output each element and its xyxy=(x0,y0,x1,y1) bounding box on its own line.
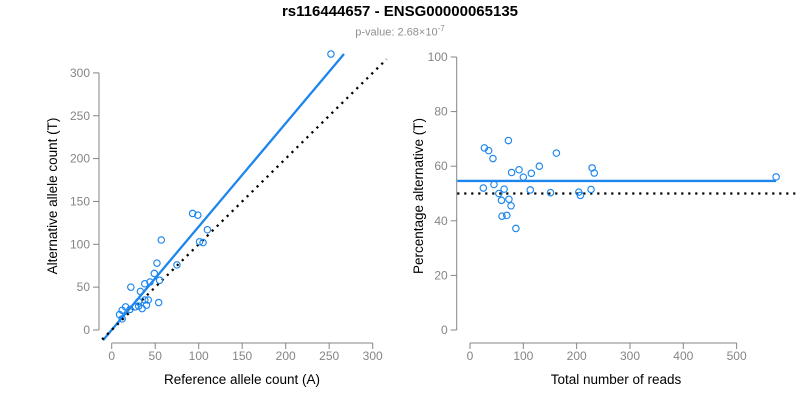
data-point xyxy=(515,165,523,174)
data-point xyxy=(479,184,488,192)
data-point xyxy=(505,195,513,204)
figure-subtitle: p-value: 2.68×10-7 xyxy=(0,24,800,39)
data-point xyxy=(118,315,126,323)
data-point xyxy=(199,238,207,247)
y-tick-label: 200 xyxy=(70,152,90,166)
x-tick-label: 0 xyxy=(467,349,474,363)
y-tick-label: 100 xyxy=(428,50,448,64)
y-tick-label: 40 xyxy=(434,214,448,228)
data-point xyxy=(136,287,145,296)
identity-line xyxy=(101,58,388,341)
data-point xyxy=(507,202,515,210)
pvalue-base: ×10 xyxy=(418,26,438,39)
x-tick-label: 0 xyxy=(108,349,115,363)
data-point xyxy=(590,169,599,177)
data-point xyxy=(495,189,503,198)
data-point xyxy=(503,211,511,220)
data-point xyxy=(203,225,212,234)
data-point xyxy=(127,283,135,291)
fit-line xyxy=(102,53,345,342)
y-tick-label: 80 xyxy=(434,105,448,119)
x-tick-label: 400 xyxy=(673,349,693,363)
x-axis-label: Total number of reads xyxy=(551,372,682,387)
x-axis-label: Reference allele count (A) xyxy=(164,372,320,387)
x-tick-label: 300 xyxy=(620,349,640,363)
y-tick-label: 20 xyxy=(434,268,448,282)
y-tick-label: 100 xyxy=(70,237,90,251)
y-axis-label: Alternative allele count (T) xyxy=(45,118,60,275)
data-point xyxy=(194,211,202,219)
x-tick-label: 200 xyxy=(567,349,587,363)
x-tick-label: 200 xyxy=(276,349,296,363)
pvalue-exponent: -7 xyxy=(437,24,445,33)
data-point xyxy=(154,298,163,307)
y-tick-label: 50 xyxy=(77,280,91,294)
data-point xyxy=(498,212,506,220)
x-tick-label: 300 xyxy=(363,349,383,363)
data-point xyxy=(490,180,498,189)
data-point xyxy=(500,185,508,193)
data-point xyxy=(188,209,197,218)
data-point xyxy=(535,162,544,170)
x-tick-label: 250 xyxy=(319,349,339,363)
pvalue-prefix: p-value: xyxy=(355,26,398,39)
data-point xyxy=(155,276,164,285)
figure-title: rs116444657 - ENSG00000065135 xyxy=(281,3,519,20)
y-tick-label: 250 xyxy=(70,109,90,123)
y-tick-label: 0 xyxy=(83,323,90,337)
data-point xyxy=(546,188,555,197)
data-point xyxy=(519,173,528,181)
data-point xyxy=(507,168,516,177)
data-point xyxy=(497,196,506,205)
data-point xyxy=(527,169,536,178)
y-tick-label: 60 xyxy=(434,159,448,173)
y-axis-label: Percentage alternative (T) xyxy=(411,118,426,274)
x-tick-label: 100 xyxy=(189,349,209,363)
data-point xyxy=(587,185,595,194)
x-tick-label: 50 xyxy=(149,349,163,363)
data-point xyxy=(489,154,497,163)
data-point xyxy=(512,224,520,233)
pvalue-mantissa: 2.68 xyxy=(397,26,419,39)
y-tick-label: 0 xyxy=(441,323,448,337)
data-point xyxy=(140,279,149,288)
data-point xyxy=(146,278,154,286)
data-point xyxy=(131,303,139,311)
data-point xyxy=(484,146,493,155)
x-tick-label: 500 xyxy=(727,349,747,363)
data-point xyxy=(173,261,181,269)
data-point xyxy=(327,50,335,58)
data-point xyxy=(157,236,166,244)
data-point xyxy=(195,237,204,246)
data-point xyxy=(552,149,561,157)
y-tick-label: 300 xyxy=(70,66,90,80)
data-point xyxy=(144,296,153,304)
data-point xyxy=(772,173,780,181)
data-point xyxy=(526,186,535,194)
data-point xyxy=(576,191,585,200)
data-point xyxy=(140,296,149,304)
data-point xyxy=(150,269,159,278)
data-point xyxy=(142,301,151,309)
data-point xyxy=(153,259,161,267)
x-tick-label: 100 xyxy=(513,349,533,363)
y-tick-label: 150 xyxy=(70,194,90,208)
x-tick-label: 150 xyxy=(232,349,252,363)
data-point xyxy=(504,136,513,145)
